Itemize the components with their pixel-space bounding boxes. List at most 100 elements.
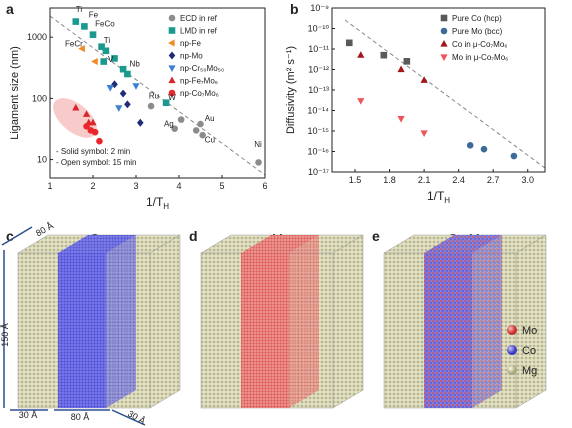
annotation: Ru [149,91,159,100]
slab-front [241,253,289,408]
legend-atom [507,345,517,355]
x-tick-label: 1.8 [383,175,396,185]
annotation: Ag [164,119,174,128]
marker [96,137,103,145]
annotation: Cu [205,136,215,145]
legend-label: Mo in μ-Co₇Mo₆ [452,53,508,62]
marker [119,65,127,73]
x-tick-label: 5 [219,181,224,191]
annotation: Nb [130,60,141,69]
box-side [332,234,364,409]
marker [397,116,405,123]
marker [380,51,388,59]
y-tick-label: 10⁻¹⁵ [308,126,330,136]
note: - Solid symbol: 2 min [56,147,130,156]
marker [78,45,85,53]
x-tick-label: 2.7 [487,175,500,185]
marker [420,130,428,137]
marker [168,51,176,60]
marker [420,76,428,83]
panel-label: d [189,228,198,244]
dimension-label: 30 Å [19,410,38,420]
y-tick-label: 10⁻⁹ [310,3,329,13]
dimension-arrow [1,226,33,246]
box-side [149,234,181,409]
marker [403,58,411,65]
x-axis-label-text: 1/T [146,195,164,209]
marker [197,120,204,128]
marker [124,100,131,109]
marker [137,118,144,127]
y-tick-label: 10 [37,155,47,165]
marker [357,98,365,105]
dimension-arrow [111,409,146,426]
marker [100,58,108,65]
slab-front [58,253,106,408]
marker [168,89,176,97]
marker [124,70,131,78]
marker [440,14,448,22]
panel-label: b [290,1,299,17]
y-tick-label: 10⁻¹² [308,65,329,75]
slab-side [472,235,502,408]
marker [89,118,97,126]
marker [115,105,123,112]
marker [440,54,448,61]
marker [106,84,114,92]
x-tick-label: 2.1 [418,175,431,185]
marker [82,110,91,117]
x-tick-label: 2.4 [452,175,465,185]
marker [111,55,118,62]
marker [168,27,176,34]
legend-label: np-Cr₅₀Mo₅₀ [180,64,224,73]
x-tick-label: 4 [176,181,181,191]
dimension-label: 80 Å [71,412,90,422]
legend-label: np-Fe₇Mo₆ [180,77,218,86]
slab-side [106,235,136,408]
plot-frame [331,7,546,173]
marker [168,65,176,72]
legend-label: ECD in ref [180,14,218,23]
marker [72,103,80,111]
marker [147,102,155,110]
x-axis-label: 1/TH [146,195,169,211]
marker [72,18,80,25]
y-axis-label: Ligament size (nm) [9,46,21,140]
box-side [515,234,547,409]
annotation: Au [205,114,215,123]
marker [466,142,474,149]
y-tick-label: 10⁻¹⁰ [308,24,330,34]
legend-label: np-Fe [180,39,201,48]
legend-label: Co [522,345,536,357]
annotation: Ni [254,140,262,149]
legend-label: Mo [522,325,537,337]
marker [440,40,448,47]
x-tick-label: 3 [133,181,138,191]
x-tick-label: 1.5 [349,175,362,185]
legend-label: np-Mo [180,52,203,61]
dimension-label: 150 Å [0,323,10,347]
marker [357,51,365,58]
marker [510,152,518,160]
annotation: V [108,55,114,64]
legend-atom [507,325,517,335]
panel-label: c [6,228,14,244]
x-axis-label-sub: H [163,202,169,211]
legend-label: Pure Mo (bcc) [452,27,503,36]
marker [255,159,262,166]
marker [119,89,127,98]
x-axis-label-sub: H [444,196,450,205]
marker [98,43,105,50]
y-tick-label: 1000 [27,32,47,42]
y-tick-label: 10⁻¹⁴ [307,106,329,116]
marker [440,27,448,35]
annotation: Ti [76,5,83,14]
highlight [53,98,97,138]
y-tick-label: 10⁻¹⁷ [308,167,329,177]
slab-top [424,235,502,253]
marker [168,14,176,22]
slab-top [58,235,136,253]
legend-label: LMD in ref [180,27,218,36]
marker [345,39,353,47]
